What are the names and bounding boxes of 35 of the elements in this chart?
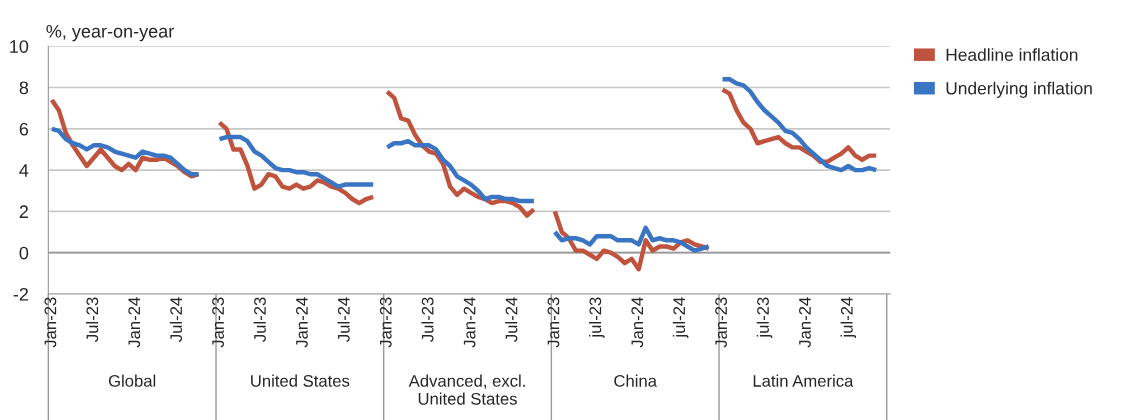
y-tick-label: 6 xyxy=(19,122,29,136)
x-tick-label: Jan-24 xyxy=(631,297,644,348)
x-tick-label: Jan-24 xyxy=(296,297,308,348)
y-tick-label: 2 xyxy=(19,205,28,218)
x-tick-label: Jan-23 xyxy=(379,297,392,348)
y-tick-label: 8 xyxy=(19,81,29,95)
x-tick-label: Jan-23 xyxy=(715,297,728,348)
x-tick-label: Jul-23 xyxy=(421,297,434,342)
x-tick-label: jul-23 xyxy=(589,297,605,338)
x-tick-label: jul-24 xyxy=(840,297,857,338)
x-tick-label: Jul-24 xyxy=(169,297,183,342)
x-tick-label: Jan-24 xyxy=(128,297,141,348)
text: China xyxy=(614,374,657,387)
y-tick-label: 4 xyxy=(19,164,29,177)
legend-label: Underlying inflation xyxy=(946,81,1092,98)
text: Global xyxy=(108,374,156,387)
x-tick-label: jul-23 xyxy=(756,297,773,338)
text: Latin America xyxy=(753,374,854,387)
x-tick-label: Jan-24 xyxy=(463,297,476,348)
x-tick-label: Jan-23 xyxy=(212,297,224,348)
x-tick-label: Jul-23 xyxy=(253,297,266,342)
y-axis-title: %, year-on-year xyxy=(46,24,174,42)
x-tick-label: Jul-24 xyxy=(337,297,350,342)
x-tick-label: jul-24 xyxy=(672,297,689,338)
x-tick-label: Jan-24 xyxy=(799,297,811,348)
y-tick-label: 0 xyxy=(19,246,29,260)
x-tick-label: Jul-23 xyxy=(85,297,99,342)
x-tick-label: Jan-23 xyxy=(547,297,560,348)
y-tick-label: -2 xyxy=(13,287,28,301)
text: United States xyxy=(251,374,350,387)
x-tick-label: Jan-23 xyxy=(44,297,57,348)
text: Advanced, excl. United States xyxy=(408,374,525,405)
legend-label: Headline inflation xyxy=(946,48,1078,61)
y-tick-label: 10 xyxy=(10,40,29,53)
x-tick-label: Jul-24 xyxy=(505,297,518,342)
